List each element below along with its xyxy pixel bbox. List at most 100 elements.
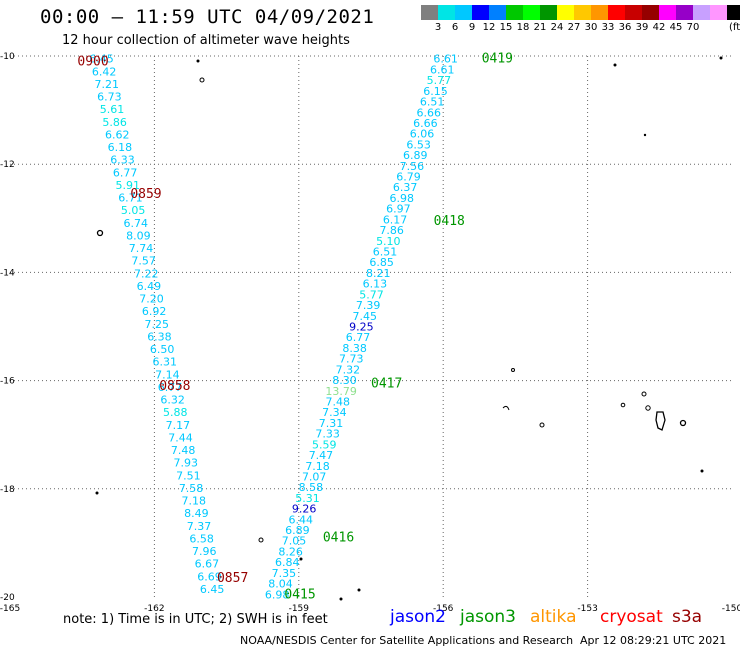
swh-value: 7.07 [302, 470, 327, 483]
swh-value: 5.86 [102, 116, 127, 129]
colorbar-label: 36 [618, 22, 632, 33]
swh-value: 5.77 [359, 288, 384, 301]
swh-value: 6.84 [275, 556, 300, 569]
island [719, 56, 723, 60]
satellite-legend-item: jason3 [460, 607, 516, 627]
map-subtitle: 12 hour collection of altimeter wave hei… [62, 33, 350, 48]
swh-value: 7.93 [174, 457, 199, 470]
island [700, 469, 704, 473]
swh-value: 7.74 [129, 242, 154, 255]
island [258, 537, 264, 543]
colorbar-swatch [489, 5, 506, 20]
swh-value: 6.62 [105, 128, 130, 141]
swh-value: 5.88 [163, 406, 188, 419]
swh-value: 7.33 [315, 428, 340, 441]
swh-value: 5.77 [427, 74, 452, 87]
swh-value: 6.98 [265, 588, 290, 601]
swh-value: 7.20 [139, 293, 164, 306]
island [299, 557, 303, 561]
swh-value: 8.26 [278, 545, 303, 558]
island [679, 419, 687, 427]
swh-value: 5.10 [376, 235, 401, 248]
swh-value: 8.58 [299, 481, 324, 494]
island [613, 63, 617, 67]
swh-value: 8.38 [342, 342, 367, 355]
swh-value: 7.18 [181, 495, 206, 508]
swh-value: 9.25 [349, 321, 374, 334]
colorbar-swatch [625, 5, 642, 20]
pass-time-label: 0900 [77, 54, 108, 69]
island [641, 391, 647, 397]
swh-value: 7.58 [179, 482, 204, 495]
colorbar-swatch [574, 5, 591, 20]
swh-value: 6.44 [288, 513, 313, 526]
swh-value: 6.18 [108, 141, 133, 154]
swh-value: 6.97 [386, 203, 411, 216]
swh-value: 6.45 [200, 583, 225, 596]
pass-time-label: 0415 [284, 587, 315, 602]
colorbar-label: 18 [516, 22, 530, 33]
y-axis-label: -12 [0, 160, 15, 170]
colorbar-label: 6 [451, 22, 459, 33]
swh-value: 6.92 [142, 305, 167, 318]
swh-value: 6.66 [413, 117, 438, 130]
swh-value: 7.05 [282, 535, 307, 548]
pass-time-label: 0418 [434, 214, 465, 229]
swh-value: 7.45 [352, 310, 377, 323]
colorbar-label: 24 [550, 22, 564, 33]
swh-value: 7.57 [131, 255, 156, 268]
swh-value: 7.31 [319, 417, 344, 430]
colorbar-swatch [438, 5, 455, 20]
y-axis-label: -16 [0, 377, 15, 387]
swh-value: 6.61 [430, 63, 455, 76]
swh-value: 7.32 [336, 363, 361, 376]
pass-time-label: 0417 [371, 376, 402, 391]
x-axis-label: -159 [289, 604, 310, 614]
colorbar-swatch [676, 5, 693, 20]
swh-value: 6.53 [406, 138, 431, 151]
pass-time-label: 0859 [130, 187, 161, 202]
pass-time-label: 0858 [159, 379, 190, 394]
colorbar-label: 45 [669, 22, 683, 33]
island [502, 405, 510, 411]
colorbar-label: 42 [652, 22, 666, 33]
satellite-legend-item: s3a [672, 607, 703, 627]
swh-value: 8.09 [126, 229, 151, 242]
map-grid [10, 55, 732, 597]
swh-value: 6.06 [410, 128, 435, 141]
swh-value: 7.37 [187, 520, 212, 533]
pass-time-label: 0416 [323, 530, 354, 545]
island [645, 405, 651, 411]
swh-value: 6.15 [423, 85, 448, 98]
colorbar-swatch [693, 5, 710, 20]
colorbar-swatch [523, 5, 540, 20]
swh-value: 6.58 [189, 532, 214, 545]
swh-value: 8.04 [268, 578, 293, 591]
island [199, 77, 205, 83]
colorbar-label: 27 [567, 22, 581, 33]
swh-value: 6.74 [123, 217, 148, 230]
y-axis-label: -10 [0, 52, 15, 62]
swh-value: 7.86 [379, 224, 404, 237]
colorbar-swatch [455, 5, 472, 20]
colorbar-label: 3 [434, 22, 442, 33]
swh-value: 6.71 [118, 192, 143, 205]
swh-value: 7.51 [176, 469, 201, 482]
swh-value: 7.35 [272, 567, 297, 580]
swh-value: 8.49 [184, 507, 209, 520]
swh-value: 6.31 [152, 356, 177, 369]
swh-value: 6.61 [433, 53, 458, 66]
swh-value: 7.22 [134, 267, 159, 280]
island [357, 588, 361, 592]
swh-value: 7.17 [166, 419, 191, 432]
swh-value: 6.77 [113, 166, 138, 179]
x-axis-label: -153 [577, 604, 597, 614]
pass-time-labels: 0900 0859 0858 0857 0419 0418 0417 0416 0415 [77, 52, 513, 603]
swh-value: 6.77 [346, 331, 371, 344]
swh-value: 6.66 [417, 106, 442, 119]
island [539, 422, 545, 428]
swh-value: 6.79 [396, 171, 421, 184]
x-axis-label: -150 [722, 604, 740, 614]
swh-value: 6.73 [97, 91, 122, 104]
swh-value: 7.18 [305, 460, 330, 473]
